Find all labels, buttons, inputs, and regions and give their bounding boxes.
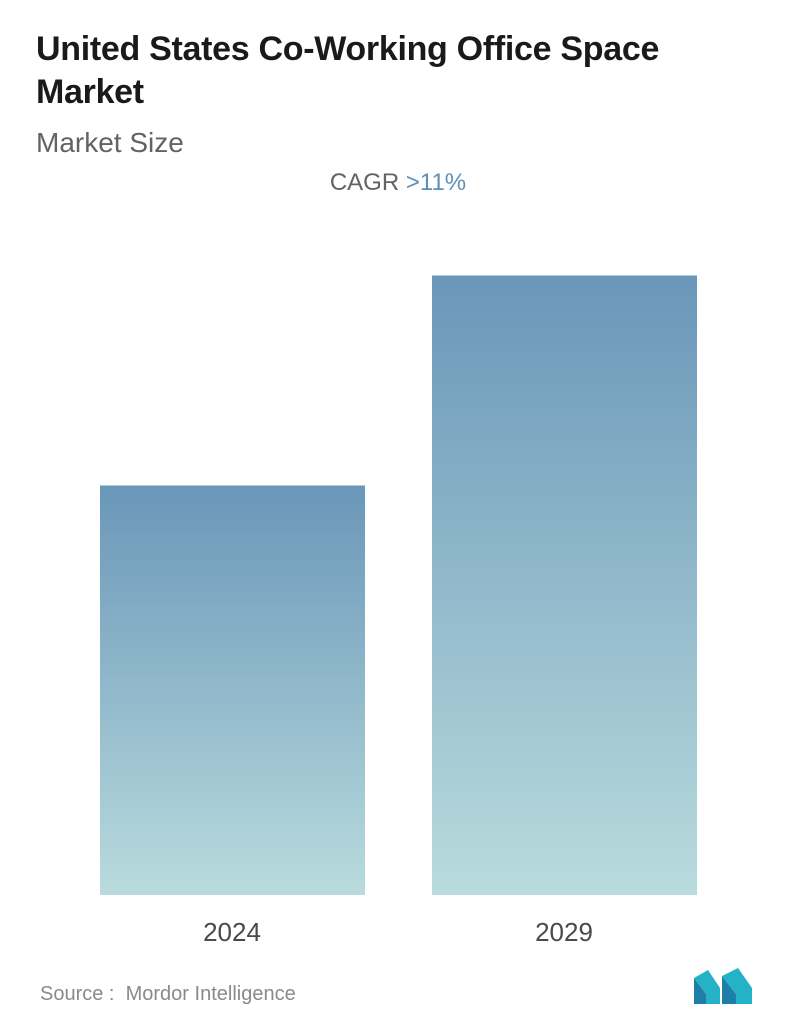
chart-title: United States Co-Working Office Space Ma… (36, 28, 760, 113)
cagr-row: CAGR >11% (36, 169, 760, 197)
bar (100, 485, 365, 895)
source-label: Source : (40, 983, 114, 1005)
chart-subtitle: Market Size (36, 127, 760, 159)
source-text: Source : Mordor Intelligence (40, 983, 296, 1006)
chart-container: United States Co-Working Office Space Ma… (0, 0, 796, 1034)
bar-label: 2024 (203, 917, 261, 948)
cagr-label: CAGR (330, 169, 406, 196)
cagr-value: >11% (406, 169, 466, 196)
bar-label: 2029 (535, 917, 593, 948)
bar-column: 2024 (92, 485, 372, 948)
brand-logo (692, 966, 756, 1006)
bar (432, 275, 697, 895)
source-name: Mordor Intelligence (126, 983, 296, 1005)
footer: Source : Mordor Intelligence (36, 966, 760, 1014)
bar-column: 2029 (424, 275, 704, 948)
chart-area: 2024 2029 (36, 237, 760, 948)
